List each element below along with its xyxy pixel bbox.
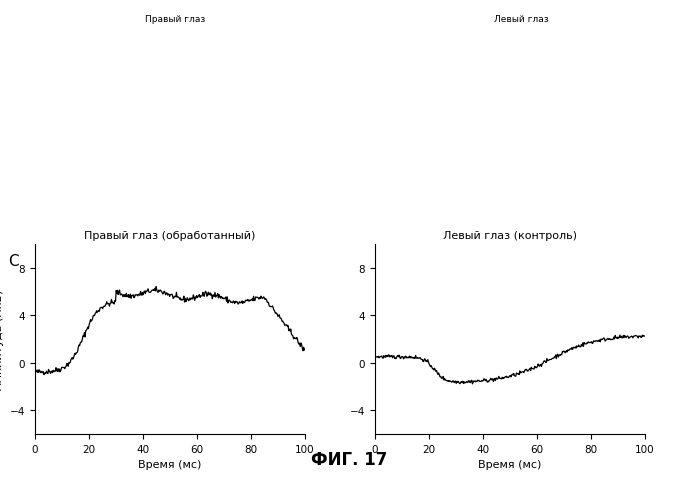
- Text: ФИГ. 17: ФИГ. 17: [311, 450, 388, 468]
- Text: Правый глаз: Правый глаз: [145, 15, 205, 24]
- Title: Левый глаз (контроль): Левый глаз (контроль): [443, 231, 577, 241]
- Text: GCL: GCL: [23, 28, 44, 38]
- X-axis label: Время (мс): Время (мс): [138, 459, 202, 469]
- Text: C: C: [8, 254, 19, 269]
- Bar: [458, 10, 584, 30]
- Text: Левый глаз: Левый глаз: [493, 15, 548, 24]
- Y-axis label: Амплитуда (мкВ): Амплитуда (мкВ): [0, 289, 4, 389]
- Bar: [110, 10, 240, 30]
- Text: CD31: CD31: [648, 15, 671, 24]
- Text: ONL: ONL: [371, 181, 393, 192]
- Text: CD31: CD31: [300, 15, 323, 24]
- Title: Правый глаз (обработанный): Правый глаз (обработанный): [85, 231, 256, 241]
- X-axis label: Время (мс): Время (мс): [478, 459, 542, 469]
- Text: INL: INL: [371, 113, 387, 123]
- Text: GCL: GCL: [371, 28, 392, 38]
- Text: ONL: ONL: [23, 181, 45, 192]
- Text: INL: INL: [23, 113, 40, 123]
